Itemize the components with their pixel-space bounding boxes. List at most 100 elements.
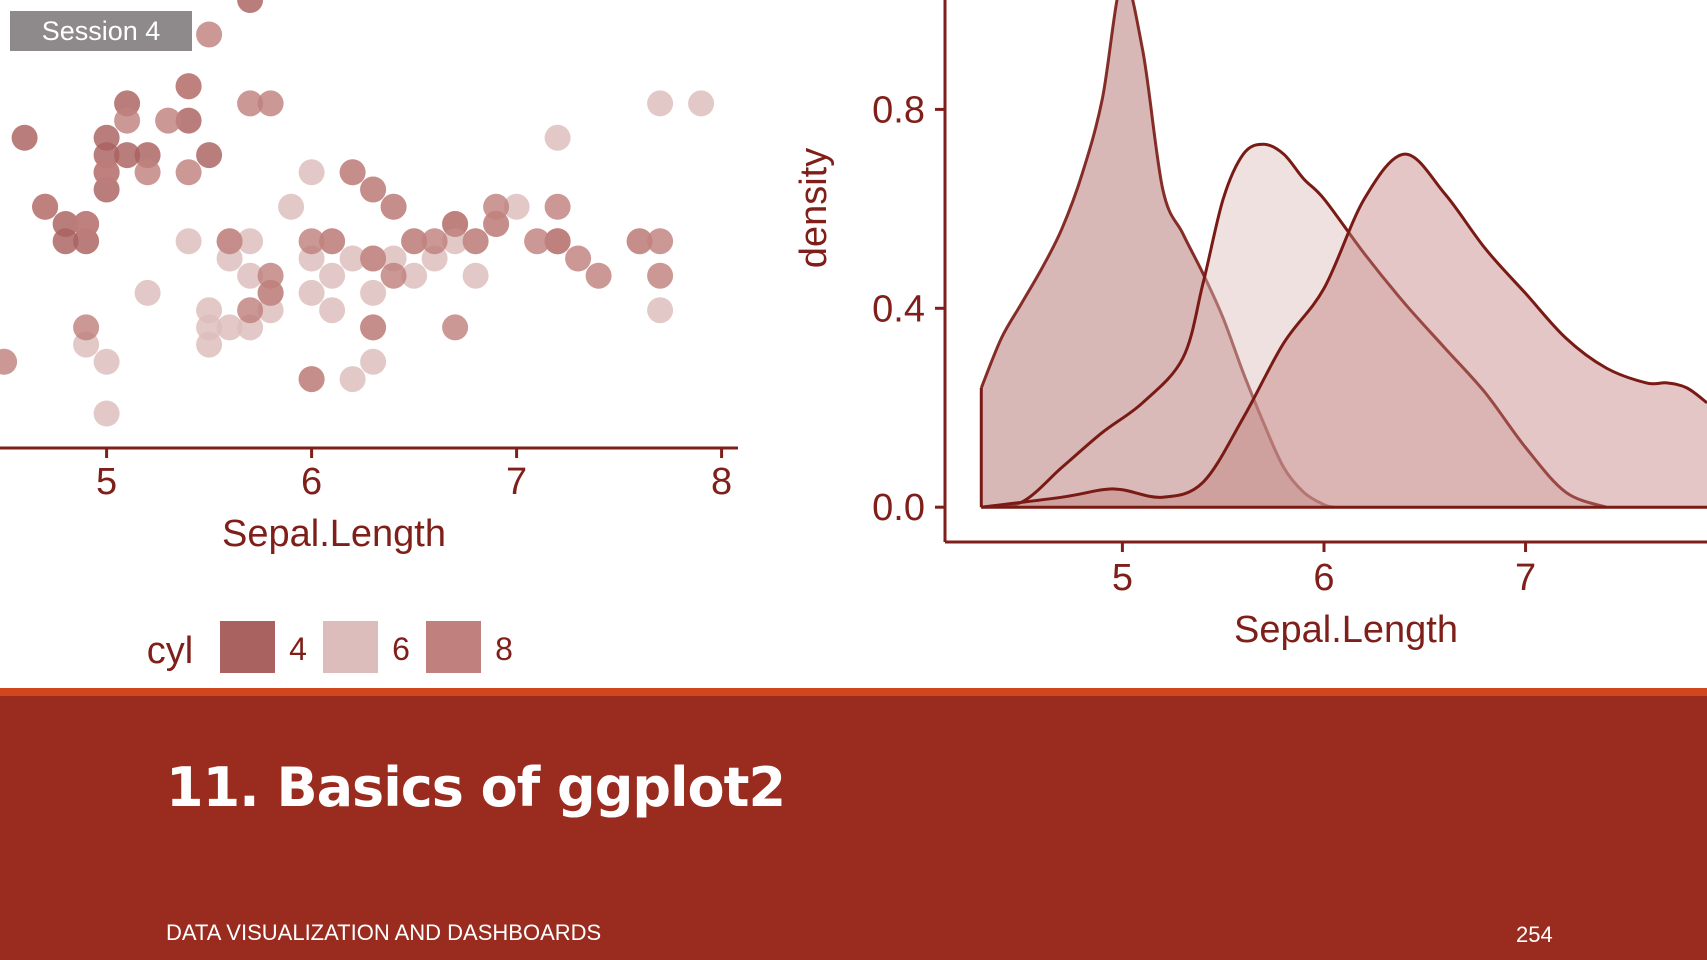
density-y-tick-label: 0.4 bbox=[872, 288, 925, 330]
density-fill-cyl-8 bbox=[981, 154, 1707, 508]
scatter-point-cyl-8 bbox=[32, 193, 59, 220]
scatter-point-cyl-6 bbox=[647, 90, 674, 117]
page-number: 254 bbox=[1516, 922, 1553, 947]
density-x-axis-title: Sepal.Length bbox=[1234, 609, 1458, 651]
scatter-point-cyl-6 bbox=[360, 348, 387, 375]
scatter-point-cyl-6 bbox=[339, 245, 366, 272]
scatter-point-cyl-6 bbox=[401, 262, 428, 289]
scatter-point-cyl-8 bbox=[155, 107, 182, 134]
scatter-point-cyl-8 bbox=[339, 159, 366, 186]
scatter-point-cyl-8 bbox=[298, 366, 325, 393]
scatter-x-tick-label: 7 bbox=[506, 461, 527, 503]
session-badge: Session 4 bbox=[10, 11, 192, 51]
scatter-point-cyl-8 bbox=[442, 211, 469, 237]
scatter-point-cyl-6 bbox=[134, 279, 161, 306]
charts-area: 5 6 7 8 Sepal.Length cyl 4 6 8 0.0 0.4 0.8 5 6 7 Sepal… bbox=[0, 0, 1707, 673]
footer: 11. Basics of ggplot2 DATA VISUALIZATION… bbox=[0, 688, 1707, 960]
density-line-cyl-4 bbox=[979, 0, 1335, 509]
scatter-point-cyl-6 bbox=[544, 124, 571, 151]
scatter-point-cyl-8 bbox=[647, 262, 674, 289]
legend-label-cyl-4: 4 bbox=[289, 631, 307, 667]
scatter-chart: 5 6 7 8 Sepal.Length cyl 4 6 8 bbox=[0, 0, 738, 673]
scatter-point-cyl-8 bbox=[257, 279, 284, 306]
scatter-point-cyl-6 bbox=[462, 262, 489, 289]
density-x-tick-label: 6 bbox=[1313, 557, 1334, 599]
scatter-point-cyl-8 bbox=[319, 228, 346, 255]
legend-label-cyl-6: 6 bbox=[392, 631, 410, 667]
scatter-point-cyl-8 bbox=[360, 245, 387, 272]
scatter-point-cyl-6 bbox=[339, 366, 366, 393]
scatter-point-cyl-6 bbox=[319, 262, 346, 289]
density-fill-cyl-6 bbox=[981, 144, 1607, 508]
scatter-point-cyl-8 bbox=[462, 228, 489, 255]
density-y-axis-title: density bbox=[793, 148, 835, 268]
scatter-point-cyl-6 bbox=[503, 193, 530, 220]
scatter-point-cyl-4 bbox=[237, 0, 264, 13]
legend-label-cyl-8: 8 bbox=[495, 631, 513, 667]
scatter-point-cyl-8 bbox=[237, 90, 264, 117]
scatter-point-cyl-8 bbox=[524, 228, 551, 255]
scatter-point-cyl-8 bbox=[175, 73, 202, 100]
legend-swatch-cyl-6 bbox=[323, 621, 378, 673]
scatter-point-cyl-8 bbox=[73, 314, 100, 341]
scatter-point-cyl-6 bbox=[360, 279, 387, 306]
legend-title: cyl bbox=[147, 630, 193, 672]
legend-swatch-cyl-8 bbox=[426, 621, 481, 673]
scatter-point-cyl-8 bbox=[421, 228, 448, 255]
scatter-point-cyl-6 bbox=[237, 228, 264, 255]
scatter-point-cyl-8 bbox=[93, 159, 120, 186]
scatter-point-cyl-8 bbox=[380, 262, 407, 289]
scatter-point-cyl-4 bbox=[196, 142, 223, 169]
scatter-point-cyl-4 bbox=[52, 211, 79, 237]
scatter-point-cyl-6 bbox=[647, 297, 674, 324]
scatter-point-cyl-4 bbox=[175, 107, 202, 134]
scatter-point-cyl-8 bbox=[257, 90, 284, 117]
scatter-point-cyl-8 bbox=[114, 107, 141, 134]
scatter-point-cyl-8 bbox=[360, 314, 387, 341]
scatter-x-tick-label: 8 bbox=[711, 461, 732, 503]
density-x-tick-label: 5 bbox=[1112, 557, 1133, 599]
scatter-point-cyl-8 bbox=[585, 262, 612, 289]
scatter-point-cyl-8 bbox=[626, 228, 653, 255]
scatter-point-cyl-6 bbox=[688, 90, 715, 117]
scatter-point-cyl-8 bbox=[216, 228, 243, 255]
legend-swatch-cyl-4 bbox=[220, 621, 275, 673]
scatter-x-tick-label: 5 bbox=[96, 461, 117, 503]
density-y-tick-label: 0.0 bbox=[872, 487, 925, 529]
scatter-point-cyl-8 bbox=[73, 211, 100, 237]
scatter-point-cyl-8 bbox=[196, 21, 223, 48]
footer-accent-stripe bbox=[0, 688, 1707, 696]
scatter-point-cyl-6 bbox=[319, 297, 346, 324]
scatter-point-cyl-4 bbox=[11, 124, 38, 151]
scatter-point-cyl-8 bbox=[298, 228, 325, 255]
scatter-point-cyl-4 bbox=[93, 124, 120, 151]
scatter-point-cyl-8 bbox=[544, 193, 571, 220]
scatter-point-cyl-6 bbox=[93, 348, 120, 375]
scatter-point-cyl-6 bbox=[175, 228, 202, 255]
scatter-x-tick-label: 6 bbox=[301, 461, 322, 503]
scatter-point-cyl-6 bbox=[298, 159, 325, 186]
scatter-point-cyl-8 bbox=[483, 193, 510, 220]
scatter-point-cyl-6 bbox=[237, 262, 264, 289]
scatter-point-cyl-6 bbox=[216, 314, 243, 341]
scatter-point-cyl-6 bbox=[93, 400, 120, 427]
density-line-cyl-8 bbox=[981, 152, 1707, 509]
density-chart: 0.0 0.4 0.8 5 6 7 Sepal.Length density bbox=[793, 0, 1707, 651]
density-line-cyl-6 bbox=[981, 142, 1607, 509]
slide-title: 11. Basics of ggplot2 bbox=[166, 756, 786, 819]
scatter-point-cyl-8 bbox=[134, 159, 161, 186]
scatter-point-cyl-4 bbox=[114, 142, 141, 169]
scatter-point-cyl-8 bbox=[401, 228, 428, 255]
density-areas bbox=[979, 0, 1707, 509]
density-x-tick-label: 7 bbox=[1515, 557, 1536, 599]
scatter-x-axis-title: Sepal.Length bbox=[222, 513, 446, 555]
scatter-point-cyl-8 bbox=[544, 228, 571, 255]
footer-course-title: DATA VISUALIZATION AND DASHBOARDS bbox=[166, 920, 602, 945]
scatter-points bbox=[0, 0, 715, 427]
density-y-tick-label: 0.8 bbox=[872, 89, 925, 131]
scatter-point-cyl-6 bbox=[196, 297, 223, 324]
scatter-point-cyl-8 bbox=[175, 159, 202, 186]
scatter-point-cyl-8 bbox=[360, 176, 387, 203]
scatter-point-cyl-6 bbox=[278, 193, 305, 220]
